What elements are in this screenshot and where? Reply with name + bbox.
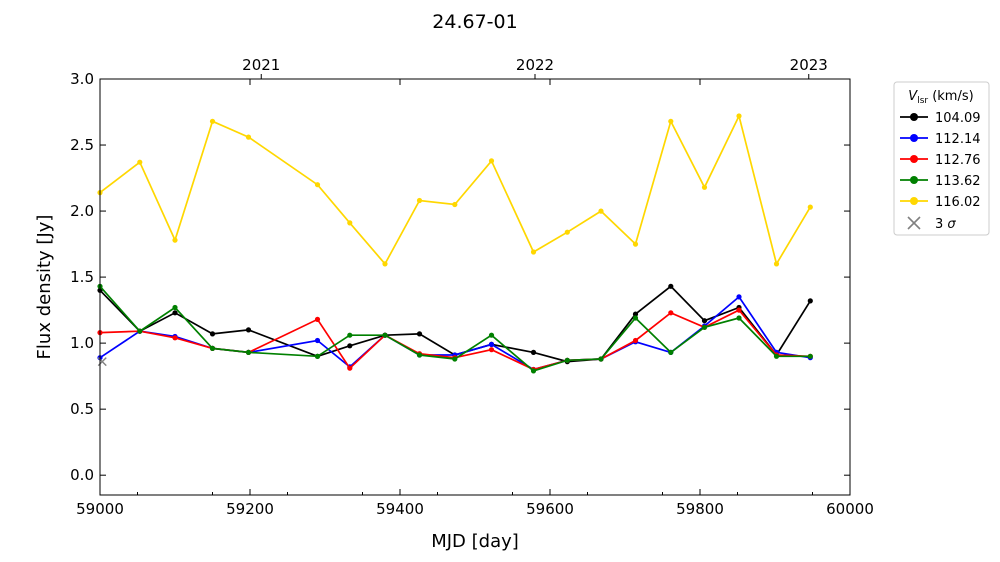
data-point (668, 118, 674, 124)
data-point (736, 113, 742, 119)
data-point (314, 353, 321, 359)
x-axis-label: MJD [day] (431, 531, 519, 552)
data-point (668, 310, 674, 316)
data-point (416, 352, 423, 358)
legend-label-upper-limit: 3 σ (935, 217, 956, 232)
data-point (172, 310, 178, 316)
data-point (347, 220, 353, 226)
top-axis-label: 2022 (516, 56, 554, 74)
data-point (209, 345, 216, 351)
data-point (209, 331, 216, 337)
legend-marker (910, 197, 918, 205)
data-point (773, 261, 780, 267)
data-point (736, 307, 742, 313)
data-point (382, 332, 388, 338)
y-tick-label: 0.5 (70, 400, 94, 418)
data-point (736, 294, 742, 300)
data-point (632, 337, 639, 344)
data-point (382, 261, 388, 267)
data-point (314, 182, 321, 188)
data-point (452, 356, 458, 362)
data-point (416, 197, 423, 204)
data-point (488, 158, 495, 164)
data-point (137, 159, 143, 165)
data-point (668, 283, 674, 289)
legend-marker (910, 113, 918, 121)
legend-label: 112.76 (935, 153, 981, 168)
data-point (701, 318, 708, 324)
y-axis-label: Flux density [Jy] (34, 215, 55, 360)
data-point (172, 335, 178, 341)
data-point (773, 353, 780, 359)
plot-frame (99, 78, 851, 496)
legend-label: 116.02 (935, 195, 981, 210)
legend-label: 112.14 (935, 132, 981, 147)
data-point (245, 134, 252, 140)
data-point (598, 356, 604, 362)
legend-marker (910, 155, 918, 163)
data-point (598, 208, 604, 214)
data-point (530, 349, 537, 355)
legend-label: 104.09 (935, 111, 981, 126)
legend-marker (910, 176, 918, 184)
data-point (452, 201, 458, 208)
data-point (564, 229, 570, 235)
data-point (530, 368, 537, 374)
x-tick-label: 60000 (826, 500, 874, 518)
y-tick-label: 3.0 (70, 70, 94, 88)
y-tick-label: 1.0 (70, 334, 94, 352)
legend-upper-limit-marker (907, 216, 921, 230)
legend-title: Vlsr (km/s) (908, 89, 973, 106)
series-line-116.02 (99, 113, 812, 267)
data-point (488, 341, 495, 347)
data-point (530, 249, 537, 255)
data-point (209, 118, 216, 124)
data-point (488, 347, 495, 353)
data-point (701, 184, 708, 190)
data-point (736, 315, 742, 321)
top-axis-label: 2023 (790, 56, 828, 74)
legend-marker (910, 134, 918, 142)
legend-x-stroke (907, 216, 921, 230)
top-axis-label: 2021 (242, 56, 280, 74)
legend-frame (893, 81, 990, 236)
y-tick-label: 1.5 (70, 268, 94, 286)
data-point (314, 337, 321, 344)
plot-area (97, 113, 813, 374)
legend: Vlsr (km/s) 104.09 112.14 112.76 113.62 116.0… (893, 81, 990, 236)
data-point (245, 349, 252, 355)
x-tick-label: 59600 (526, 500, 574, 518)
chart-title: 24.67-01 (432, 11, 517, 33)
x-tick-label: 59000 (76, 500, 124, 518)
y-tick-label: 0.0 (70, 466, 94, 484)
x-tick-label: 59400 (376, 500, 424, 518)
data-point (314, 316, 321, 322)
data-point (564, 357, 570, 363)
x-tick-label: 59200 (226, 500, 274, 518)
data-point (347, 343, 353, 349)
data-point (632, 241, 639, 247)
y-tick-label: 2.5 (70, 136, 94, 154)
data-point (347, 365, 353, 371)
data-point (807, 298, 813, 304)
data-point (807, 204, 813, 210)
data-point (807, 353, 813, 359)
data-point (668, 349, 674, 355)
data-point (416, 331, 423, 337)
data-point (632, 315, 639, 321)
data-point (245, 327, 252, 333)
data-point (347, 332, 353, 338)
data-point (172, 237, 178, 243)
x-tick-label: 59800 (676, 500, 724, 518)
data-point (172, 304, 178, 311)
series-line-113.62 (99, 285, 811, 372)
data-point (632, 311, 639, 317)
legend-label: 113.62 (935, 174, 981, 189)
data-point (488, 332, 495, 338)
data-point (137, 328, 143, 334)
y-tick-label: 2.0 (70, 202, 94, 220)
data-point (701, 324, 708, 330)
